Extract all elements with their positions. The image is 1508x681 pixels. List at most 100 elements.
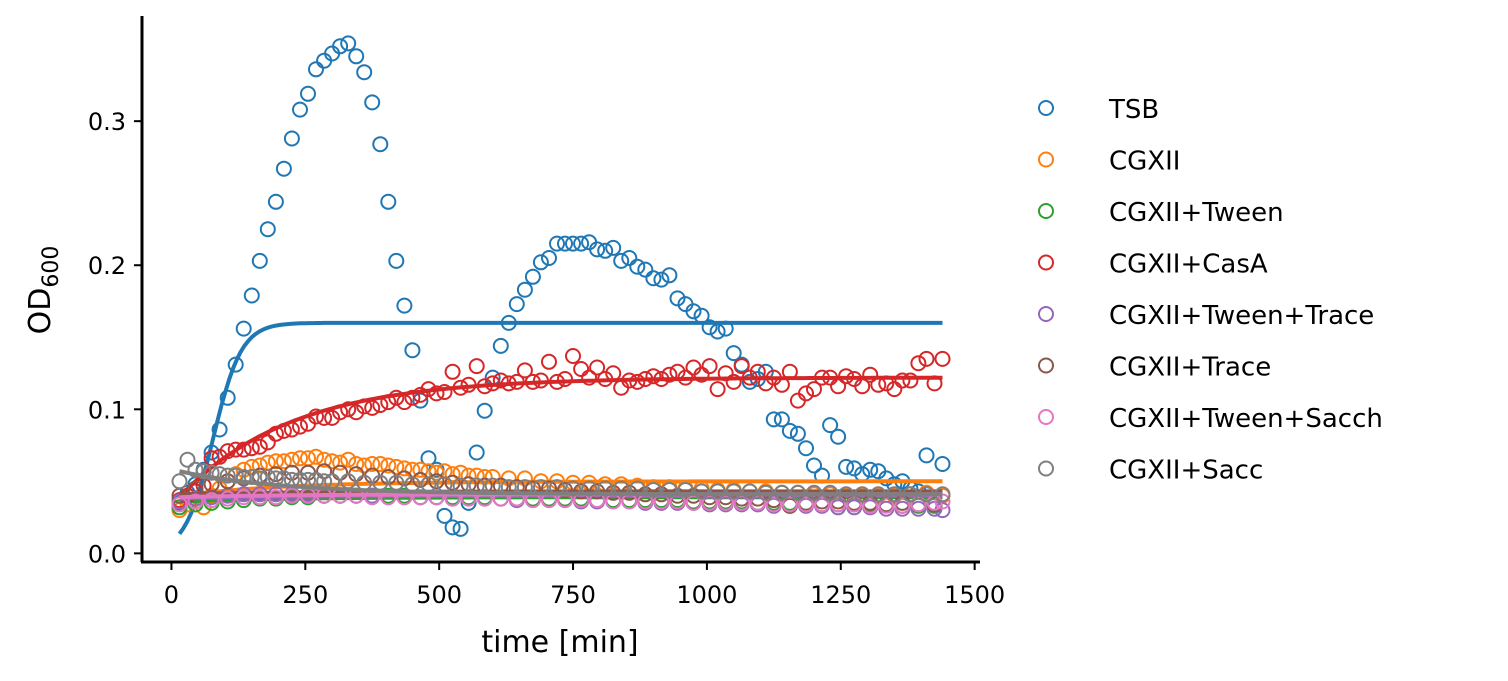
tsb-point-44 [524, 268, 541, 285]
cgxii-tween-sacch-point-1 [187, 493, 204, 510]
cgxii-point-15 [292, 450, 308, 467]
cgxii-point-41 [516, 470, 533, 487]
legend-label-tsb: TSB [1108, 95, 1159, 125]
tsb-point-46 [541, 250, 557, 266]
x-tick-label-250: 250 [282, 581, 328, 609]
cgxii-casa-point-34 [444, 363, 461, 380]
cgxii-point-18 [316, 451, 333, 468]
cgxii-point-27 [388, 458, 405, 475]
tsb-point-10 [251, 252, 268, 269]
y-axis-label: OD600 [23, 246, 64, 335]
cgxii-tween-sacch-point-38 [781, 496, 798, 513]
cgxii-point-19 [324, 453, 341, 470]
tsb-point-93 [918, 447, 935, 464]
cgxii-trace-point-15 [412, 471, 429, 488]
cgxii-tween-sacch-point-37 [765, 496, 782, 513]
tsb-point-86 [862, 461, 879, 478]
cgxii-tween-sacch-point-46 [910, 496, 927, 513]
cgxii-trace-point-6 [267, 466, 284, 483]
tsb-point-49 [565, 235, 581, 252]
legend-entry-cgxii-trace: CGXII+Trace [1038, 353, 1271, 383]
cgxii-casa-point-37 [468, 358, 485, 375]
cgxii-casa-point-86 [862, 366, 879, 383]
tsb-point-76 [781, 422, 798, 439]
cgxii-sacc-point-43 [709, 483, 726, 500]
cgxii-point-22 [348, 456, 365, 472]
cgxii-sacc-fit-line [179, 469, 943, 497]
cgxii-casa-point-50 [573, 361, 590, 377]
cgxii-casa-point-40 [492, 372, 509, 389]
series-cgxii-sacc [171, 451, 951, 503]
cgxii-casa-point-51 [581, 369, 598, 386]
legend: TSB CGXII CGXII+Tween CGXII+CasA CGXII+Tween… [1038, 95, 1383, 486]
legend-marker-cgxii-tween-sacch [1038, 409, 1054, 425]
cgxii-casa-point-28 [396, 394, 413, 411]
tsb-point-22 [348, 48, 365, 65]
cgxii-point-13 [275, 453, 292, 470]
tsb-point-75 [773, 411, 790, 428]
tsb-point-24 [364, 94, 381, 111]
x-tick-label-1000: 1000 [676, 581, 737, 609]
cgxii-point-10 [251, 457, 268, 474]
tsb-point-43 [516, 281, 533, 298]
tsb-point-56 [621, 250, 638, 266]
cgxii-point-35 [452, 464, 469, 481]
cgxii-casa-point-24 [364, 399, 381, 416]
cgxii-casa-point-48 [557, 371, 573, 387]
tsb-point-29 [404, 342, 421, 359]
legend-entry-cgxii-casa: CGXII+CasA [1038, 250, 1268, 280]
cgxii-casa-point-67 [709, 381, 726, 398]
cgxii-sacc-point-8 [235, 469, 252, 485]
x-tick-label-1500: 1500 [944, 581, 1005, 609]
legend-entry-cgxii-tween: CGXII+Tween [1038, 198, 1284, 228]
tsb-point-26 [380, 193, 397, 210]
tsb-point-25 [372, 136, 389, 153]
cgxii-point-25 [372, 456, 389, 472]
cgxii-tween-sacch-point-39 [798, 496, 814, 513]
tsb-point-58 [637, 261, 654, 278]
cgxii-casa-point-46 [541, 353, 557, 370]
cgxii-sacc-point-1 [179, 451, 196, 468]
tsb-point-23 [356, 64, 373, 81]
cgxii-tween-sacch-point-0 [171, 496, 188, 513]
tsb-point-17 [308, 61, 324, 78]
cgxii-sacc-point-44 [725, 483, 742, 500]
cgxii-point-26 [380, 457, 397, 474]
tsb-point-61 [661, 267, 678, 284]
tsb-point-69 [725, 345, 742, 362]
legend-label-cgxii: CGXII [1109, 147, 1180, 177]
legend-label-cgxii-tween: CGXII+Tween [1109, 198, 1284, 228]
y-tick-label-0-3: 0.3 [88, 108, 126, 136]
cgxii-casa-point-93 [918, 350, 935, 367]
tsb-point-77 [789, 425, 806, 442]
cgxii-tween-sacch-point-45 [894, 497, 911, 514]
cgxii-sacc-point-4 [203, 464, 220, 481]
tsb-point-54 [605, 239, 622, 256]
cgxii-tween-sacch-point-42 [846, 496, 863, 513]
cgxii-trace-point-13 [380, 469, 397, 485]
tsb-point-50 [573, 235, 590, 252]
tsb-point-48 [557, 235, 573, 252]
cgxii-point-12 [267, 453, 284, 470]
tsb-point-67 [709, 323, 726, 340]
tsb-point-78 [798, 440, 814, 457]
x-tick-label-1250: 1250 [810, 581, 871, 609]
cgxii-casa-point-89 [886, 381, 903, 398]
cgxii-trace-point-9 [316, 463, 333, 480]
x-axis-label: time [min] [481, 625, 638, 660]
tsb-point-5 [211, 421, 228, 438]
tsb-point-81 [822, 417, 839, 434]
tsb-point-88 [878, 470, 895, 487]
cgxii-sacc-point-41 [677, 482, 694, 498]
legend-marker-tsb [1038, 100, 1054, 116]
tsb-point-14 [283, 130, 300, 147]
tsb-point-84 [846, 460, 863, 477]
tsb-point-59 [645, 270, 662, 287]
cgxii-casa-point-79 [806, 381, 822, 398]
tsb-point-55 [613, 252, 630, 269]
cgxii-trace-fit-line [179, 489, 943, 497]
cgxii-sacc-point-5 [211, 466, 228, 483]
legend-label-cgxii-sacc: CGXII+Sacc [1109, 456, 1263, 486]
series-cgxii-casa [171, 348, 951, 509]
